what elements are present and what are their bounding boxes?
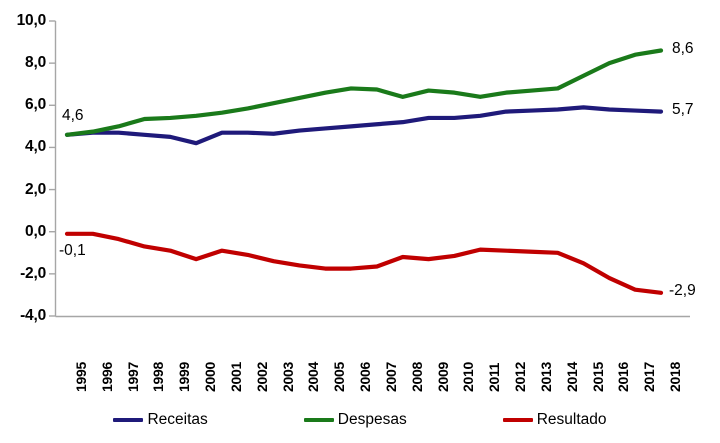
legend-line-swatch-icon — [502, 418, 533, 422]
legend-label: Despesas — [337, 411, 407, 428]
start-label-0-1: -0,1 — [59, 241, 86, 259]
series-line-resultado — [64, 231, 664, 295]
x-axis-tick-label: 2016 — [615, 362, 632, 392]
x-axis-tick-label: 1995 — [73, 362, 89, 392]
x-axis-tick-label: 2014 — [563, 362, 580, 392]
x-axis-tick-label: 2005 — [331, 362, 348, 392]
x-axis-tick-label: 2018 — [667, 362, 683, 392]
x-axis-tick-label: 2006 — [357, 362, 374, 392]
x-axis-tick-label: 2001 — [227, 362, 244, 392]
x-axis-tick-label: 2011 — [486, 362, 503, 392]
x-axis-tick-label: 1999 — [176, 362, 193, 392]
x-axis-tick-label: 2013 — [537, 362, 554, 392]
x-axis-tick-label: 1997 — [124, 362, 141, 392]
legend-item-resultado[interactable]: Resultado — [502, 411, 607, 429]
chart-legend: Receitas Despesas Resultado — [0, 405, 720, 435]
x-axis-tick-label: 2000 — [202, 362, 219, 392]
series-line-receitas — [64, 105, 664, 146]
y-axis-tick-label: 0,0 — [25, 222, 46, 240]
y-axis-tick-label: 2,0 — [25, 180, 46, 198]
y-axis-tick-label: 4,0 — [25, 138, 46, 156]
x-axis-tick-label: 2017 — [641, 362, 658, 392]
legend-line-swatch-icon — [113, 418, 144, 422]
end-label-receitas: 5,7 — [672, 100, 694, 118]
x-axis-tick-label: 1996 — [98, 362, 115, 392]
legend-label: Resultado — [536, 411, 607, 428]
legend-item-receitas[interactable]: Receitas — [113, 411, 208, 429]
x-axis-tick-label: 2002 — [253, 362, 270, 392]
x-axis-tick-label: 2012 — [512, 362, 529, 392]
y-axis-tick-label: -2,0 — [20, 264, 46, 282]
x-axis-tick-label: 2010 — [460, 362, 477, 392]
series-line-despesas — [64, 48, 664, 137]
y-axis-tick-label: -4,0 — [20, 307, 46, 324]
x-axis-tick-label: 2003 — [279, 362, 296, 392]
y-axis-tick-label: 10,0 — [16, 12, 47, 29]
y-axis-tick-label: 8,0 — [25, 54, 46, 72]
x-axis-tick-label: 2008 — [408, 362, 425, 392]
x-axis-tick-label: 2009 — [434, 362, 451, 392]
legend-item-despesas[interactable]: Despesas — [303, 411, 407, 429]
start-label-4-6: 4,6 — [62, 106, 84, 124]
x-axis-tick-label: 2015 — [589, 362, 606, 392]
legend-label: Receitas — [147, 411, 208, 428]
legend-line-swatch-icon — [303, 418, 334, 422]
end-label-despesas: 8,6 — [672, 39, 694, 57]
end-label-resultado: -2,9 — [669, 281, 696, 299]
x-axis-tick-label: 1998 — [150, 362, 167, 392]
x-axis-tick-label: 2007 — [382, 362, 399, 392]
y-axis-tick-label: 6,0 — [25, 96, 46, 114]
x-axis-tick-label: 2004 — [305, 362, 322, 392]
